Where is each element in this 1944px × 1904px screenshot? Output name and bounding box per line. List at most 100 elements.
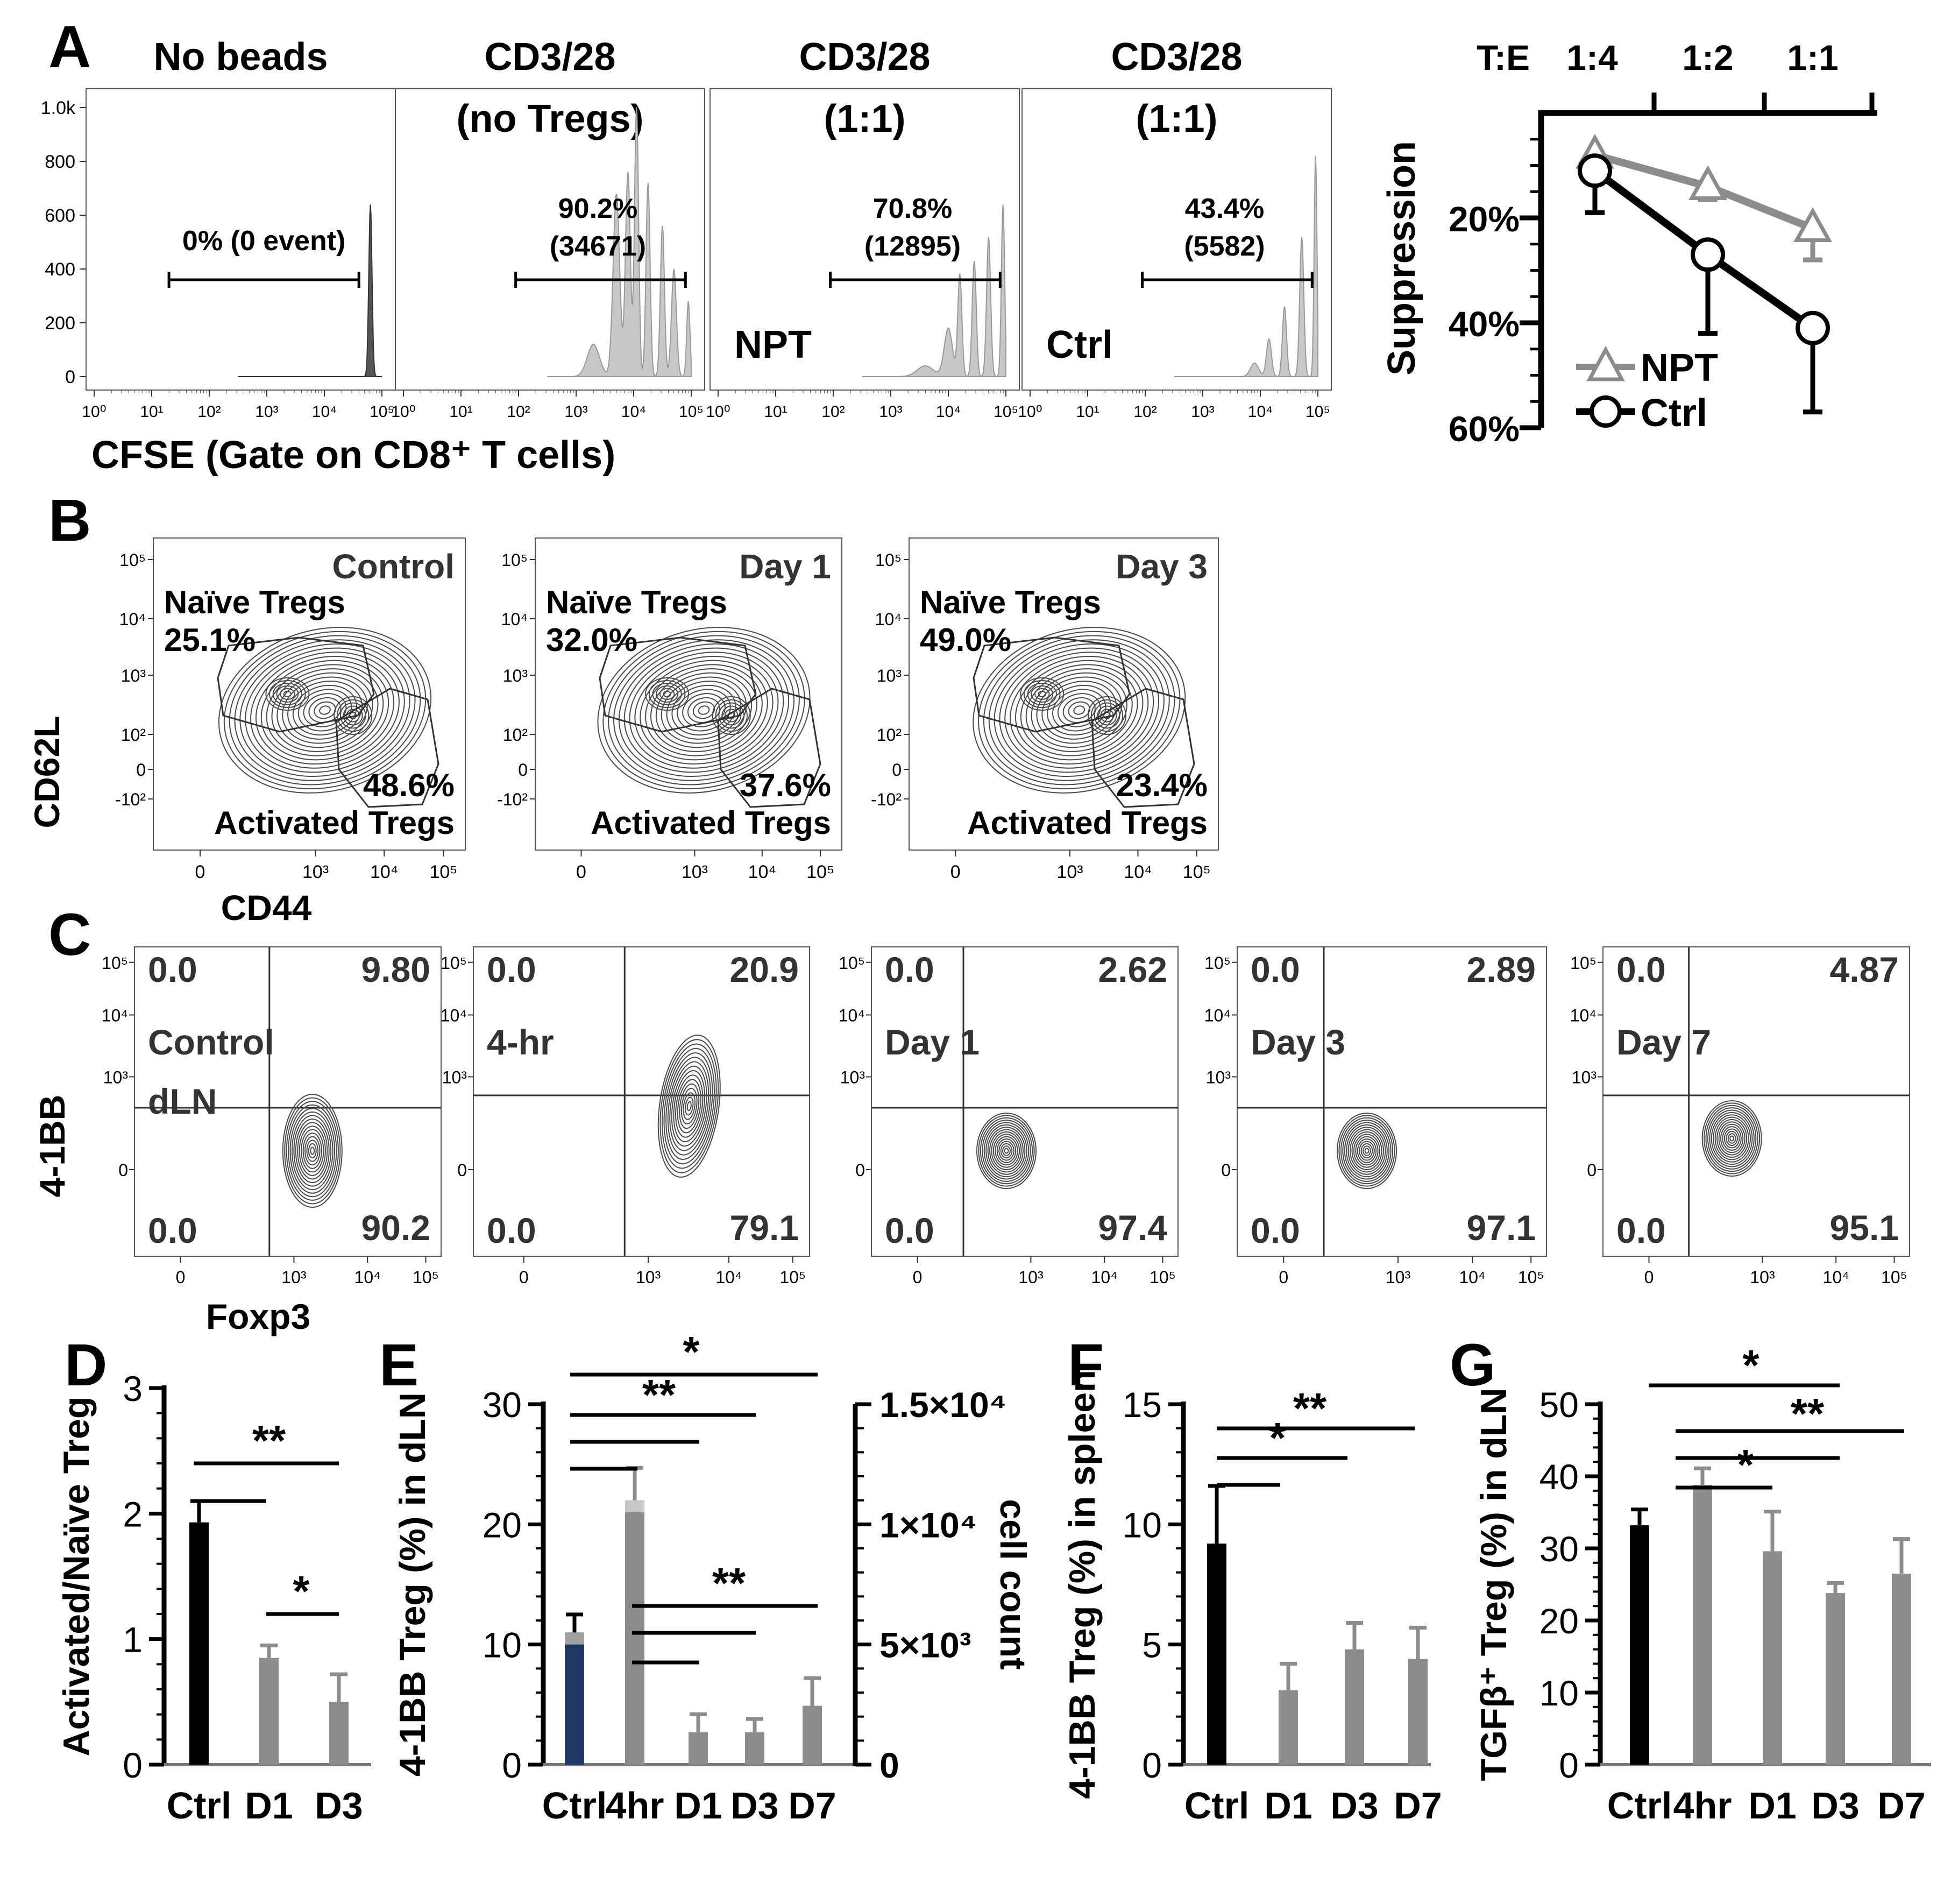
cfse-title-3-1: (1:1) — [1136, 97, 1217, 140]
foxp3-x-tick-label-4-0: 0 — [1644, 1268, 1654, 1287]
foxp3-blob-2-contour-15 — [1004, 1148, 1009, 1154]
cfse-title-2-0: CD3/28 — [799, 36, 930, 79]
foxp3-blob-0-contour-2 — [286, 1101, 339, 1201]
suppression-x-label-2: 1:1 — [1787, 38, 1838, 77]
foxp3-blob-0-contour-8 — [297, 1122, 328, 1180]
foxp3-blob-3-contour-12 — [1359, 1141, 1375, 1161]
cd62l-naive-peak-0-contour-2 — [272, 683, 303, 705]
foxp3-blob-1-contour-3 — [663, 1047, 715, 1165]
panel-label-c: C — [48, 902, 91, 968]
cfse-x-tick-label-0-4: 10⁴ — [312, 403, 337, 421]
cd62l-activated-label-0: Activated Tregs — [214, 805, 455, 841]
foxp3-blob-3-contour-11 — [1357, 1138, 1377, 1163]
cd62l-naive-peak-2-contour-5 — [1038, 691, 1046, 697]
bar-e-d7 — [803, 1705, 822, 1765]
bar-e-y2-tick-label-3: 1.5×10⁴ — [879, 1385, 1006, 1425]
cd62l-blob-1-contour-13 — [666, 681, 742, 740]
cd62l-activated-peak-0-contour-1 — [337, 699, 370, 732]
cfse-title-0-0: No beads — [153, 36, 328, 79]
cfse-tag-2: NPT — [734, 323, 812, 366]
foxp3-y-tick-label-3-3: 0 — [1221, 1160, 1231, 1180]
cd62l-naive-peak-0-contour-0 — [265, 677, 310, 711]
foxp3-blob-0-contour-9 — [299, 1126, 326, 1176]
foxp3-blob-0-contour-11 — [302, 1133, 322, 1169]
foxp3-blob-3-contour-4 — [1344, 1122, 1390, 1180]
foxp3-blob-4-contour-14 — [1727, 1133, 1736, 1144]
bar-g-x-label-0: Ctrl — [1607, 1785, 1672, 1827]
bar-e-ctrl — [565, 1632, 584, 1765]
foxp3-blob-3-contour-7 — [1350, 1129, 1384, 1173]
cd62l-naive-peak-1-contour-3 — [656, 685, 679, 703]
cfse-plot-frame-2 — [710, 88, 1020, 391]
cd62l-blob-2-contour-14 — [1047, 684, 1112, 736]
foxp3-blob-1-contour-6 — [669, 1061, 710, 1151]
cd62l-blob-1-contour-7 — [634, 655, 774, 765]
foxp3-blob-4-contour-12 — [1723, 1128, 1740, 1149]
bar-e-y-tick-label-2: 20 — [483, 1505, 522, 1545]
cd62l-naive-pct-1: 32.0% — [546, 622, 637, 658]
foxp3-ll-2: 0.0 — [885, 1211, 934, 1250]
bar-e-y2-tick-label-0: 0 — [879, 1745, 899, 1785]
foxp3-blob-2-contour-8 — [991, 1131, 1022, 1170]
bar-d-d3 — [329, 1702, 349, 1765]
foxp3-x-axis-label: Foxp3 — [206, 1297, 310, 1336]
foxp3-blob-3-contour-6 — [1347, 1127, 1386, 1175]
cfse-tag-3: Ctrl — [1046, 323, 1113, 366]
foxp3-blob-2-contour-2 — [980, 1117, 1033, 1185]
cfse-gate-label-2: 70.8% — [873, 193, 952, 224]
foxp3-blob-4-contour-13 — [1726, 1130, 1738, 1146]
cd62l-blob-2-contour-1 — [978, 631, 1181, 790]
bar-g-y-tick-label-5: 50 — [1539, 1385, 1579, 1425]
foxp3-blob-4-contour-4 — [1709, 1109, 1755, 1167]
cd44-x-axis-label: CD44 — [221, 888, 312, 928]
cfse-x-tick-label-0-5: 10⁵ — [370, 403, 394, 421]
foxp3-x-tick-label-1-3: 10⁵ — [779, 1268, 806, 1287]
bar-d-y-tick-label-3: 3 — [123, 1369, 143, 1408]
cd62l-naive-peak-0-contour-5 — [283, 691, 292, 697]
cfse-x-tick-label-0-2: 10² — [197, 403, 221, 421]
cfse-x-tick-label-3-4: 10⁴ — [1248, 403, 1273, 421]
foxp3-y-tick-label-0-2: 10³ — [103, 1068, 129, 1087]
cfse-plot-frame-1 — [395, 88, 705, 391]
cd62l-blob-2-contour-0 — [973, 627, 1186, 794]
foxp3-ul-3: 0.0 — [1251, 950, 1300, 989]
cfse-x-tick-label-2-3: 10³ — [879, 403, 902, 421]
sig-e-label-3: ** — [712, 1559, 746, 1607]
legend-npt-marker — [1586, 345, 1625, 381]
foxp3-blob-1-contour-2 — [661, 1043, 717, 1169]
bar-e-x-label-1: 4hr — [606, 1785, 664, 1827]
cd62l-blob-2-contour-19 — [1073, 705, 1085, 715]
foxp3-ll-1: 0.0 — [487, 1211, 536, 1250]
cd62l-blob-2-contour-10 — [1025, 668, 1133, 752]
cd62l-blob-1-contour-14 — [671, 684, 736, 736]
foxp3-blob-2-contour-10 — [995, 1136, 1018, 1166]
bar-g-y-tick-label-4: 40 — [1539, 1457, 1579, 1497]
cd62l-activated-gate-0 — [335, 688, 439, 808]
sig-d-label-2: * — [293, 1567, 310, 1615]
cd62l-blob-2-contour-15 — [1052, 689, 1106, 732]
cd62l-x-tick-label-1-2: 10⁴ — [748, 862, 776, 882]
legend-npt-label: NPT — [1641, 346, 1718, 390]
cd62l-plot-frame-2 — [909, 537, 1219, 851]
cfse-x-tick-label-2-5: 10⁵ — [994, 403, 1018, 421]
foxp3-lr-3: 97.1 — [1467, 1208, 1536, 1248]
cd62l-naive-peak-0-contour-4 — [280, 688, 295, 700]
foxp3-blob-4-contour-3 — [1707, 1107, 1757, 1170]
bar-e-x-label-0: Ctrl — [542, 1785, 607, 1827]
bar-f-x-label-0: Ctrl — [1184, 1785, 1250, 1827]
foxp3-blob-1-contour-10 — [677, 1079, 701, 1134]
cd62l-blob-0-contour-0 — [218, 627, 432, 794]
bar-g-y-tick-label-1: 10 — [1539, 1673, 1579, 1713]
bar-d-x-label-0: Ctrl — [167, 1785, 232, 1827]
foxp3-x-tick-label-0-0: 0 — [176, 1268, 186, 1287]
bar-e-y2-tick-label-1: 5×10³ — [879, 1625, 971, 1665]
cd62l-x-tick-label-1-3: 10⁵ — [806, 862, 834, 882]
cd62l-blob-1-contour-0 — [597, 627, 811, 794]
cd62l-blob-0-contour-3 — [234, 639, 416, 781]
cd62l-naive-peak-1-contour-4 — [659, 688, 675, 700]
cd62l-x-tick-label-0-1: 10³ — [302, 862, 329, 882]
foxp3-y-tick-label-3-2: 10³ — [1206, 1068, 1231, 1087]
cd62l-y-tick-label-0-5: -10² — [115, 790, 146, 809]
foxp3-lr-0: 90.2 — [361, 1208, 430, 1248]
cfse-histogram-0 — [238, 204, 382, 377]
